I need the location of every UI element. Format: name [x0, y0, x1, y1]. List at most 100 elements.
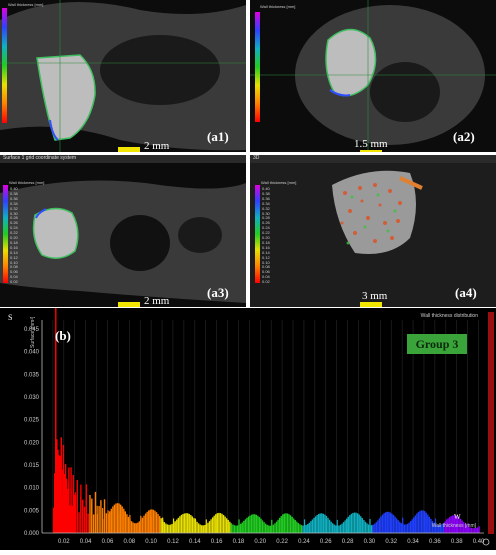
histogram-bar	[367, 524, 370, 533]
histogram-bar	[277, 519, 279, 533]
legend-tick-a4: 0.14	[262, 249, 270, 255]
histogram-bar	[291, 516, 293, 533]
panel-a3: Surface 1 grid coordinate system Wall th…	[0, 155, 246, 307]
histogram-bar	[252, 514, 254, 533]
histogram-bar	[244, 519, 247, 533]
histogram-bar	[430, 518, 432, 533]
histogram-bar	[413, 518, 415, 533]
legend-tick-a4: 0.06	[262, 269, 270, 275]
histogram-bar	[293, 520, 295, 533]
histogram-bar	[160, 518, 162, 533]
scale-bar-a1	[118, 147, 140, 152]
histogram-bar	[103, 499, 106, 533]
legend-tick-a4: 0.32	[262, 205, 270, 211]
panel-label-a4: (a4)	[455, 285, 477, 300]
histogram-bar	[225, 518, 228, 533]
histogram-bar	[144, 513, 147, 533]
scrollbar[interactable]	[488, 312, 494, 534]
histogram-bar	[303, 519, 306, 533]
histogram-bar	[109, 511, 111, 533]
colorbar-a3	[3, 185, 8, 283]
y-tick-label: 0.000	[24, 531, 40, 537]
histogram-bar	[395, 518, 398, 533]
histogram-bar	[476, 527, 479, 533]
histogram-bar	[232, 524, 234, 533]
histogram-bar	[353, 512, 356, 533]
y-axis-letter: S	[8, 313, 12, 322]
histogram-bar	[254, 514, 256, 533]
histogram-bar	[478, 526, 480, 533]
scale-text-a3: 2 mm	[144, 295, 170, 307]
histogram-bar	[110, 508, 112, 533]
histogram-bar	[72, 487, 74, 533]
histogram-bar	[137, 522, 139, 533]
legend-title-a2: Wall thickness [mm]	[260, 4, 296, 9]
histogram-bar	[310, 521, 312, 533]
histogram-bar	[80, 496, 82, 533]
y-tick-label: 0.025	[24, 418, 40, 424]
histogram-bar	[249, 520, 251, 533]
zoom-icon[interactable]	[482, 538, 490, 546]
histogram-bar	[155, 512, 158, 533]
histogram-bar	[258, 517, 261, 533]
histogram-bar	[82, 499, 84, 533]
legend-tick-a4: 0.10	[262, 259, 270, 265]
histogram-bar	[188, 513, 190, 533]
histogram-bar	[384, 512, 387, 533]
histogram-bar	[218, 512, 220, 533]
ct-slice-a3	[0, 163, 246, 307]
histogram-bar	[313, 517, 315, 533]
histogram-bar	[470, 527, 473, 533]
histogram-bar	[428, 516, 431, 533]
legend-tick-a3: 0.26	[10, 220, 18, 226]
histogram-bar	[360, 516, 362, 533]
histogram-bar	[179, 516, 181, 533]
histogram-bar	[317, 513, 320, 533]
legend-tick-a4: 0.40	[262, 186, 270, 191]
histogram-bar	[342, 522, 345, 533]
histogram-bar	[230, 523, 233, 533]
histogram-bar	[346, 518, 348, 533]
ct-slice-a2	[250, 0, 496, 152]
histogram-bar	[224, 516, 226, 533]
histogram-bar	[300, 525, 303, 533]
legend-tick-a3: 0.04	[10, 274, 18, 280]
histogram-bar	[124, 511, 127, 533]
histogram-bar	[322, 513, 325, 533]
histogram-bar	[59, 455, 61, 533]
panel-label-a2: (a2)	[453, 129, 475, 144]
legend-tick-a4: 0.16	[262, 244, 270, 250]
legend-tick-a3: 0.40	[10, 186, 18, 191]
histogram-bar	[325, 518, 327, 533]
legend-tick-a3: 0.28	[10, 215, 18, 221]
histogram-bar	[268, 525, 270, 533]
histogram-bar	[76, 480, 78, 533]
x-tick-label: 0.24	[298, 539, 310, 545]
histogram-bar	[177, 517, 180, 533]
histogram-bar	[289, 515, 292, 533]
histogram-bar	[240, 523, 242, 533]
histogram-bar	[55, 333, 57, 533]
histogram-bar	[422, 510, 424, 533]
histogram-bar	[163, 522, 166, 533]
legend-tick-a4: 0.12	[262, 254, 270, 260]
histogram-bar	[78, 512, 80, 533]
histogram-bar	[372, 524, 374, 533]
histogram-bar	[324, 514, 326, 533]
histogram-bar	[335, 525, 337, 533]
histogram-bar	[135, 523, 137, 533]
histogram-bar	[455, 515, 457, 533]
histogram-bar	[448, 517, 451, 533]
histogram-bar	[133, 523, 136, 533]
histogram-bar	[392, 514, 395, 533]
histogram-bar	[118, 512, 120, 533]
histogram-bar	[115, 503, 117, 533]
histogram-bar	[229, 521, 231, 533]
histogram-bar	[165, 523, 167, 533]
ct-slice-a1	[0, 0, 246, 152]
histogram-bar	[333, 524, 335, 533]
histogram-bar	[423, 517, 426, 533]
histogram-bar	[394, 516, 396, 533]
histogram-bar	[148, 510, 150, 533]
histogram-bar	[235, 525, 237, 533]
